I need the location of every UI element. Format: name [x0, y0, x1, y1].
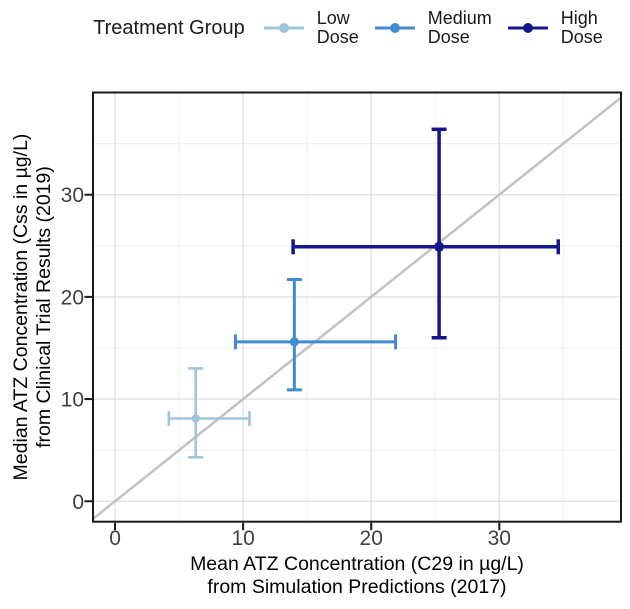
- x-tick-label: 20: [360, 527, 383, 550]
- legend-label-high-dose: High Dose: [560, 7, 603, 47]
- y-tick-label: 30: [61, 184, 84, 207]
- legend-item-medium-dose[interactable]: Medium Dose: [372, 7, 492, 48]
- series-high-dose: [291, 127, 560, 340]
- legend: Treatment Group Low Dose Medium Dose Hig…: [0, 2, 630, 54]
- legend-label-medium-dose: Medium Dose: [427, 7, 492, 47]
- medium-dose-key-icon: [374, 23, 415, 33]
- low-dose-key-icon: [263, 23, 304, 33]
- legend-item-low-dose[interactable]: Low Dose: [261, 7, 359, 48]
- data-point-low-dose: [191, 414, 200, 423]
- legend-key-point: [278, 23, 289, 33]
- data-point-high-dose: [434, 241, 445, 252]
- y-tick-label: 10: [61, 389, 84, 412]
- y-tick-label: 20: [61, 286, 84, 309]
- y-tick-label: 0: [72, 491, 84, 514]
- y-axis-title: Median ATZ Concentration (Css in µg/L) f…: [10, 133, 55, 481]
- legend-title: Treatment Group: [93, 16, 245, 39]
- high-dose-key-icon: [507, 23, 548, 33]
- data-point-medium-dose: [289, 337, 299, 347]
- series-low-dose: [167, 367, 251, 459]
- x-axis-title: Mean ATZ Concentration (C29 in µg/L) fro…: [190, 553, 524, 598]
- legend-label-low-dose: Low Dose: [316, 7, 359, 47]
- identity-line: [92, 96, 622, 520]
- series-medium-dose: [233, 278, 398, 392]
- legend-key-point: [389, 23, 400, 33]
- legend-key-point: [522, 23, 533, 33]
- x-tick-label: 10: [231, 527, 254, 550]
- legend-item-high-dose[interactable]: High Dose: [505, 7, 603, 48]
- x-tick-label: 30: [488, 527, 511, 550]
- x-tick-label: 0: [109, 527, 121, 550]
- panel-border: [92, 91, 622, 523]
